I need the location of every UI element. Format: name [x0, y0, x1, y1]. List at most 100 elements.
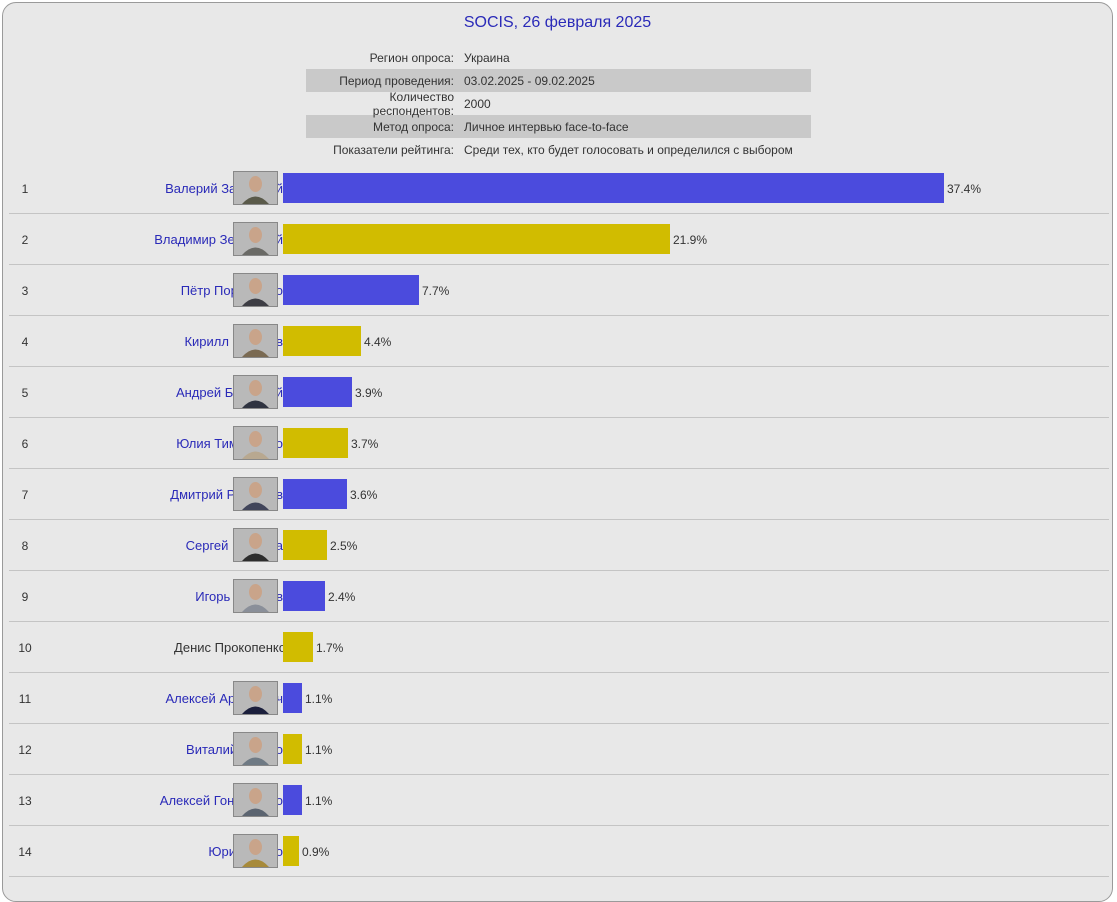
bar-value-label: 3.9%	[355, 386, 383, 400]
info-value: 2000	[464, 96, 491, 111]
bar-value-label: 21.9%	[673, 233, 708, 247]
bar-value-label: 1.1%	[305, 743, 333, 757]
candidate-row: 3 Пётр Порошенко 7.7%	[9, 265, 1109, 316]
portrait-icon	[234, 427, 277, 459]
candidate-photo	[233, 834, 278, 868]
bar	[283, 581, 325, 611]
bar-value-label: 2.5%	[330, 539, 358, 553]
bar	[283, 275, 419, 305]
bar-value-label: 3.7%	[351, 437, 379, 451]
rank-number: 12	[18, 743, 32, 757]
candidate-photo	[233, 273, 278, 307]
bar	[283, 479, 347, 509]
portrait-icon	[234, 172, 277, 204]
bar	[283, 224, 670, 254]
portrait-icon	[234, 682, 277, 714]
candidate-photo	[233, 783, 278, 817]
bar	[283, 683, 302, 713]
portrait-icon	[234, 733, 277, 765]
info-value: 03.02.2025 - 09.02.2025	[464, 73, 595, 88]
candidate-photo	[233, 324, 278, 358]
rank-number: 1	[21, 182, 29, 196]
bar	[283, 785, 302, 815]
candidate-photo	[233, 681, 278, 715]
bar	[283, 836, 299, 866]
bar-value-label: 7.7%	[422, 284, 450, 298]
info-label: Количество респондентов:	[372, 89, 454, 118]
rank-number: 6	[21, 437, 29, 451]
candidate-photo	[233, 375, 278, 409]
bar	[283, 734, 302, 764]
candidate-photo	[233, 732, 278, 766]
rank-number: 4	[21, 335, 29, 349]
rank-number: 10	[18, 641, 32, 655]
rank-number: 8	[21, 539, 29, 553]
candidate-row: 4 Кирилл Буданов 4.4%	[9, 316, 1109, 367]
candidate-row: 1 Валерий Залужный 37.4%	[9, 163, 1109, 214]
bar-value-label: 1.7%	[316, 641, 344, 655]
bar-value-label: 3.6%	[350, 488, 378, 502]
rank-number: 2	[21, 233, 29, 247]
candidate-name: Денис Прокопенко	[174, 640, 286, 655]
info-label: Показатели рейтинга:	[333, 142, 454, 157]
bar-value-label: 1.1%	[305, 692, 333, 706]
rank-number: 9	[21, 590, 29, 604]
portrait-icon	[234, 478, 277, 510]
candidate-photo	[233, 579, 278, 613]
poll-title: SOCIS, 26 февраля 2025	[463, 14, 652, 31]
portrait-icon	[234, 376, 277, 408]
bar	[283, 632, 313, 662]
info-label: Метод опроса:	[372, 119, 454, 134]
rank-number: 7	[21, 488, 29, 502]
portrait-icon	[234, 835, 277, 867]
rank-number: 11	[18, 692, 32, 706]
bar	[283, 326, 361, 356]
candidate-row: 2 Владимир Зеленский 21.9%	[9, 214, 1109, 265]
portrait-icon	[234, 580, 277, 612]
bar	[283, 377, 352, 407]
info-row-rating-basis: Показатели рейтинга: Среди тех, кто буде…	[306, 138, 811, 161]
candidate-row: 10 Денис Прокопенко 1.7%	[9, 622, 1109, 673]
candidate-photo	[233, 222, 278, 256]
poll-info-table: Регион опроса: Украина Период проведения…	[306, 46, 811, 161]
info-row-region: Регион опроса: Украина	[306, 46, 811, 69]
bar-value-label: 2.4%	[328, 590, 356, 604]
info-label: Период проведения:	[339, 73, 454, 88]
info-value: Личное интервью face-to-face	[464, 119, 629, 134]
info-row-respondents: Количество респондентов: 2000	[306, 89, 811, 118]
bar-value-label: 37.4%	[947, 182, 982, 196]
candidate-row: 6 Юлия Тимошенко 3.7%	[9, 418, 1109, 469]
rank-number: 3	[21, 284, 29, 298]
candidate-photo	[233, 426, 278, 460]
rank-number: 5	[21, 386, 29, 400]
candidate-photo	[233, 528, 278, 562]
bar	[283, 428, 348, 458]
info-label: Регион опроса:	[369, 50, 454, 65]
info-value: Украина	[464, 50, 510, 65]
bar-value-label: 1.1%	[305, 794, 333, 808]
candidate-row: 7 Дмитрий Разумков 3.6%	[9, 469, 1109, 520]
candidate-row: 5 Андрей Билецкий 3.9%	[9, 367, 1109, 418]
portrait-icon	[234, 325, 277, 357]
info-value: Среди тех, кто будет голосовать и опреде…	[464, 142, 793, 157]
bar	[283, 530, 327, 560]
info-row-method: Метод опроса: Личное интервью face-to-fa…	[306, 115, 811, 138]
bar-value-label: 0.9%	[302, 845, 330, 859]
rank-number: 14	[18, 845, 32, 859]
bar-value-label: 4.4%	[364, 335, 392, 349]
info-row-period: Период проведения: 03.02.2025 - 09.02.20…	[306, 69, 811, 92]
portrait-icon	[234, 274, 277, 306]
candidate-row: 11 Алексей Арестович 1.1%	[9, 673, 1109, 724]
portrait-icon	[234, 529, 277, 561]
candidate-row: 13 Алексей Гончаренко 1.1%	[9, 775, 1109, 826]
portrait-icon	[234, 784, 277, 816]
rank-number: 13	[18, 794, 32, 808]
portrait-icon	[234, 223, 277, 255]
candidate-photo	[233, 171, 278, 205]
bar	[283, 173, 944, 203]
